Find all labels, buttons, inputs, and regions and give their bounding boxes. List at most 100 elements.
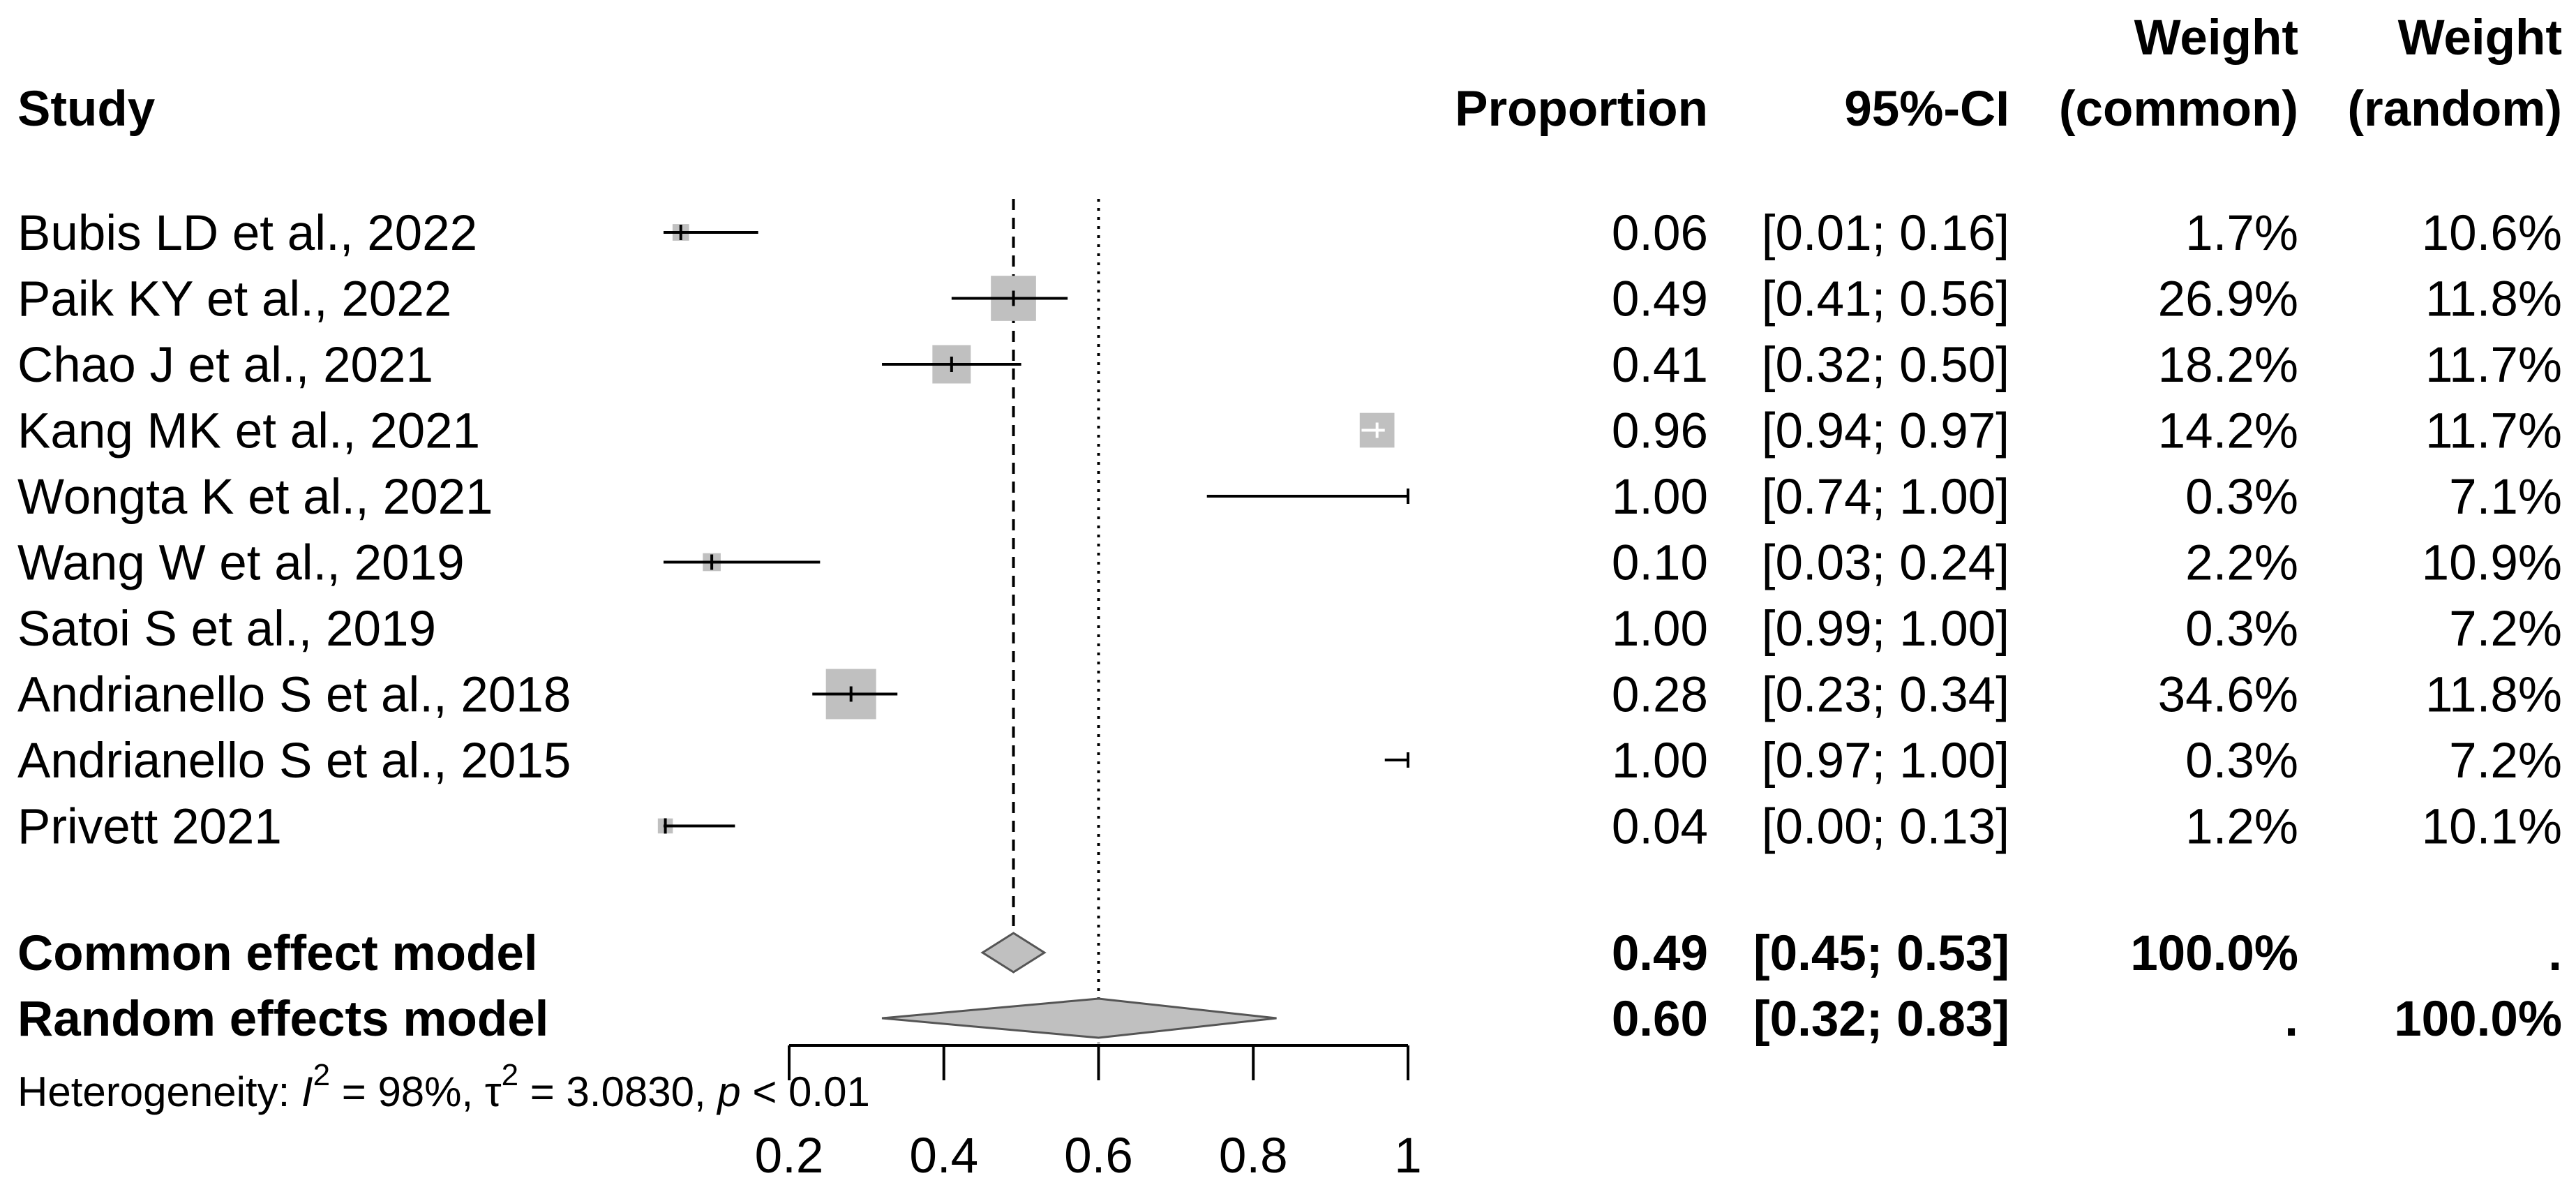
het-i2-symbol: I [301, 1068, 313, 1115]
study-proportion: 0.96 [1612, 404, 1708, 459]
study-row: Chao J et al., 2021 0.41 [0.32; 0.50] 18.2%… [17, 338, 2562, 393]
study-name: Privett 2021 [17, 800, 282, 855]
study-proportion: 0.28 [1612, 668, 1708, 723]
study-row: Satoi S et al., 2019 1.00 [0.99; 1.00] 0.3%… [17, 602, 2562, 657]
x-tick-label: 1 [1394, 1128, 1422, 1184]
study-proportion: 1.00 [1612, 733, 1708, 789]
study-weight-common: 0.3% [2185, 733, 2298, 789]
study-row: Wongta K et al., 2021 1.00 [0.74; 1.00] 0.3… [17, 470, 2562, 525]
study-weight-common: 26.9% [2158, 272, 2298, 327]
study-name: Wang W et al., 2019 [17, 536, 465, 591]
study-ci: [0.94; 0.97] [1762, 404, 2009, 459]
header-weight-common-2: (common) [2059, 82, 2298, 137]
study-weight-common: 0.3% [2185, 470, 2298, 525]
study-ci: [0.97; 1.00] [1762, 733, 2009, 789]
study-name: Andrianello S et al., 2018 [17, 668, 571, 723]
heterogeneity-text: Heterogeneity: I2 = 98%, τ2 = 3.0830, p … [17, 1058, 870, 1115]
study-proportion: 0.04 [1612, 800, 1708, 855]
study-name: Bubis LD et al., 2022 [17, 206, 477, 261]
study-proportion: 0.41 [1612, 338, 1708, 393]
summary-weight-common: . [2284, 992, 2298, 1047]
study-weight-random: 11.8% [2425, 668, 2562, 723]
study-proportion: 0.06 [1612, 206, 1708, 261]
summary-name: Common effect model [17, 926, 538, 981]
summary-ci: [0.32; 0.83] [1753, 992, 2009, 1047]
summary-proportion: 0.49 [1612, 926, 1708, 981]
het-i2-exponent: 2 [313, 1058, 330, 1092]
summary-proportion: 0.60 [1612, 992, 1708, 1047]
x-axis: 0.2 0.4 0.6 0.8 1 [755, 1044, 1422, 1184]
study-row: Andrianello S et al., 2018 0.28 [0.23; 0.3… [17, 668, 2562, 723]
study-ci: [0.41; 0.56] [1762, 272, 2009, 327]
study-weight-random: 11.7% [2425, 404, 2562, 459]
study-ci: [0.74; 1.00] [1762, 470, 2009, 525]
study-proportion: 0.10 [1612, 536, 1708, 591]
study-ci: [0.00; 0.13] [1762, 800, 2009, 855]
study-proportion: 1.00 [1612, 470, 1708, 525]
study-weight-random: 11.8% [2425, 272, 2562, 327]
study-row: Andrianello S et al., 2015 1.00 [0.97; 1.0… [17, 733, 2562, 789]
study-weight-common: 1.7% [2185, 206, 2298, 261]
header-weight-common-1: Weight [2134, 10, 2298, 66]
study-name: Satoi S et al., 2019 [17, 602, 436, 657]
study-name: Chao J et al., 2021 [17, 338, 433, 393]
study-weight-common: 34.6% [2158, 668, 2298, 723]
study-ci: [0.23; 0.34] [1762, 668, 2009, 723]
study-weight-common: 1.2% [2185, 800, 2298, 855]
study-weight-random: 11.7% [2425, 338, 2562, 393]
study-row: Paik KY et al., 2022 0.49 [0.41; 0.56] 26.9… [17, 272, 2562, 327]
study-weight-random: 7.2% [2449, 733, 2562, 789]
x-tick-label: 0.6 [1064, 1128, 1133, 1184]
study-name: Paik KY et al., 2022 [17, 272, 451, 327]
x-tick-label: 0.4 [909, 1128, 978, 1184]
study-row: Privett 2021 0.04 [0.00; 0.13] 1.2% 10.1% [17, 800, 2562, 855]
study-weight-random: 7.1% [2449, 470, 2562, 525]
header-ci: 95%-CI [1844, 82, 2009, 137]
study-rows: Bubis LD et al., 2022 0.06 [0.01; 0.16] 1.7… [17, 206, 2562, 855]
study-row: Bubis LD et al., 2022 0.06 [0.01; 0.16] 1.7… [17, 206, 2562, 261]
summary-weight-random: . [2548, 926, 2562, 981]
study-ci: [0.01; 0.16] [1762, 206, 2009, 261]
study-name: Andrianello S et al., 2015 [17, 733, 571, 789]
het-i2-value: = 98%, [330, 1068, 485, 1115]
summary-row: Common effect model 0.49 [0.45; 0.53] 100.0… [17, 926, 2562, 981]
het-tau-value: = 3.0830, [518, 1068, 717, 1115]
summary-diamond [881, 997, 1277, 1039]
het-p-symbol: p [716, 1068, 740, 1115]
header-proportion: Proportion [1455, 82, 1708, 137]
het-prefix: Heterogeneity: [17, 1068, 301, 1115]
study-weight-random: 10.6% [2422, 206, 2562, 261]
study-weight-common: 18.2% [2158, 338, 2298, 393]
study-proportion: 1.00 [1612, 602, 1708, 657]
study-row: Wang W et al., 2019 0.10 [0.03; 0.24] 2.2% 1… [17, 536, 2562, 591]
summary-name: Random effects model [17, 992, 548, 1047]
study-name: Kang MK et al., 2021 [17, 404, 480, 459]
x-tick-label: 0.2 [755, 1128, 824, 1184]
het-p-value: < 0.01 [741, 1068, 870, 1115]
study-ci: [0.99; 1.00] [1762, 602, 2009, 657]
het-tau-exponent: 2 [502, 1058, 518, 1092]
summary-weight-common: 100.0% [2130, 926, 2298, 981]
summary-diamond [980, 932, 1047, 974]
header-weight-random-1: Weight [2398, 10, 2562, 66]
header-study: Study [17, 82, 156, 137]
study-proportion: 0.49 [1612, 272, 1708, 327]
study-weight-common: 2.2% [2185, 536, 2298, 591]
column-headers: Study Proportion 95%-CI Weight (common) … [17, 10, 2562, 137]
header-weight-random-2: (random) [2347, 82, 2562, 137]
summary-ci: [0.45; 0.53] [1753, 926, 2009, 981]
het-tau-symbol: τ [485, 1068, 502, 1115]
summary-row: Random effects model 0.60 [0.32; 0.83]. 100… [17, 992, 2562, 1047]
study-ci: [0.03; 0.24] [1762, 536, 2009, 591]
study-weight-random: 10.1% [2422, 800, 2562, 855]
summary-weight-random: 100.0% [2394, 992, 2562, 1047]
x-axis-ticks: 0.2 0.4 0.6 0.8 1 [755, 1045, 1422, 1184]
study-weight-common: 0.3% [2185, 602, 2298, 657]
study-name: Wongta K et al., 2021 [17, 470, 493, 525]
x-tick-label: 0.8 [1219, 1128, 1288, 1184]
study-ci: [0.32; 0.50] [1762, 338, 2009, 393]
study-row: Kang MK et al., 2021 0.96 [0.94; 0.97] 14.2… [17, 404, 2562, 459]
study-weight-random: 7.2% [2449, 602, 2562, 657]
summary-rows: Common effect model 0.49 [0.45; 0.53] 100.0… [17, 926, 2562, 1047]
